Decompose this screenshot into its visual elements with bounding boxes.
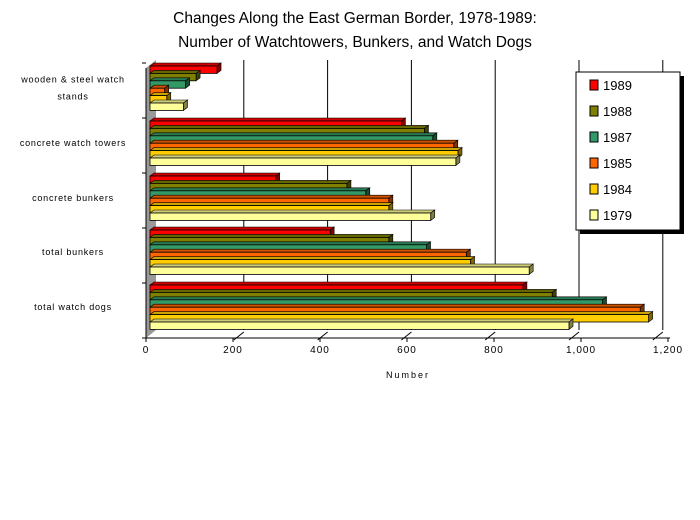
bar-top [149,281,528,286]
x-axis-label: Number [386,370,430,380]
legend-label: 1984 [603,182,632,197]
x-tick-label: 400 [310,345,330,356]
bar-top [149,209,436,214]
bar-top [149,187,371,192]
bar-1984 [149,311,654,323]
bar-top [149,296,608,301]
chart-title: Changes Along the East German Border, 19… [173,10,537,27]
bar-top [149,241,432,246]
bar-top [149,77,191,82]
gridline-floor [317,331,328,341]
bar-top [149,318,574,323]
gridline-floor [652,331,664,341]
bar-1984 [149,256,476,268]
category-label: stands [57,92,88,102]
bar [149,157,457,166]
bar-top [149,248,472,253]
bar-1989 [149,62,222,75]
bar-top [149,194,394,199]
gridline-floor [568,331,580,341]
bar [149,212,432,221]
x-tick-label: 200 [223,345,243,356]
bar [149,321,570,330]
bar-top [149,234,394,238]
bar-top [149,139,459,144]
bar-1985 [149,139,459,152]
bar [149,266,530,275]
bar-top [149,132,438,137]
legend-label: 1988 [603,104,632,119]
legend-swatch [589,79,599,91]
chart-subtitle: Number of Watchtowers, Bunkers, and Watc… [178,34,532,51]
bar-1979 [149,99,189,112]
x-tick-label: 1,200 [653,345,683,356]
legend-label: 1985 [603,156,632,171]
legend-swatch [589,105,599,117]
category-label: total bunkers [42,247,104,257]
bar-1985 [149,194,394,207]
category-label: total watch dogs [34,302,112,312]
bar-top [149,303,646,308]
bar-top [149,117,407,122]
bar-1979 [149,209,436,221]
bar-top [149,263,535,268]
bar-top [149,62,222,67]
bar-1984 [149,147,463,159]
x-tick-label: 600 [397,345,417,356]
legend-label: 1979 [603,208,632,223]
bar-top [149,311,654,315]
bar-top [149,256,476,260]
bar-top [149,125,430,129]
bar-1979 [149,263,535,275]
legend-swatch [589,131,599,143]
x-tick-label: 800 [484,345,504,356]
legend-swatch [589,157,599,169]
gridline-floor [233,331,245,341]
bar-1988 [149,288,558,301]
legend-label: 1989 [603,78,632,93]
bar-1988 [149,179,352,192]
legend-swatch [589,183,599,195]
bar-top [149,147,463,151]
gridline-floor [401,331,412,341]
bar-top [149,202,394,206]
bar-top [149,154,461,159]
bar [149,102,184,111]
x-tick-label: 0 [143,345,150,356]
gridline-floor [484,331,496,341]
bar-1989 [149,226,336,238]
category-label: wooden & steel watch [20,75,125,85]
legend-swatch [589,209,599,221]
bar-1988 [149,124,430,137]
bar-top [149,226,336,231]
bar-1989 [149,172,281,184]
x-tick-label: 1,000 [566,345,596,356]
bar-top [149,99,189,104]
legend-label: 1987 [603,130,632,145]
bar-top [149,70,201,74]
category-label: concrete bunkers [32,193,114,203]
bar-1979 [149,154,461,166]
bar-top [149,289,558,293]
bar-1979 [149,318,574,330]
bar-top [149,180,352,184]
legend [575,71,681,231]
bar-top [149,172,281,177]
category-label: concrete watch towers [20,138,126,148]
